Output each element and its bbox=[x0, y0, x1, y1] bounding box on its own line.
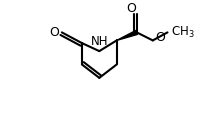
Text: CH$_3$: CH$_3$ bbox=[172, 25, 195, 40]
Text: O: O bbox=[155, 31, 165, 44]
Text: O: O bbox=[50, 26, 59, 39]
Text: O: O bbox=[126, 2, 136, 15]
Text: NH: NH bbox=[91, 35, 108, 48]
Polygon shape bbox=[117, 30, 138, 40]
